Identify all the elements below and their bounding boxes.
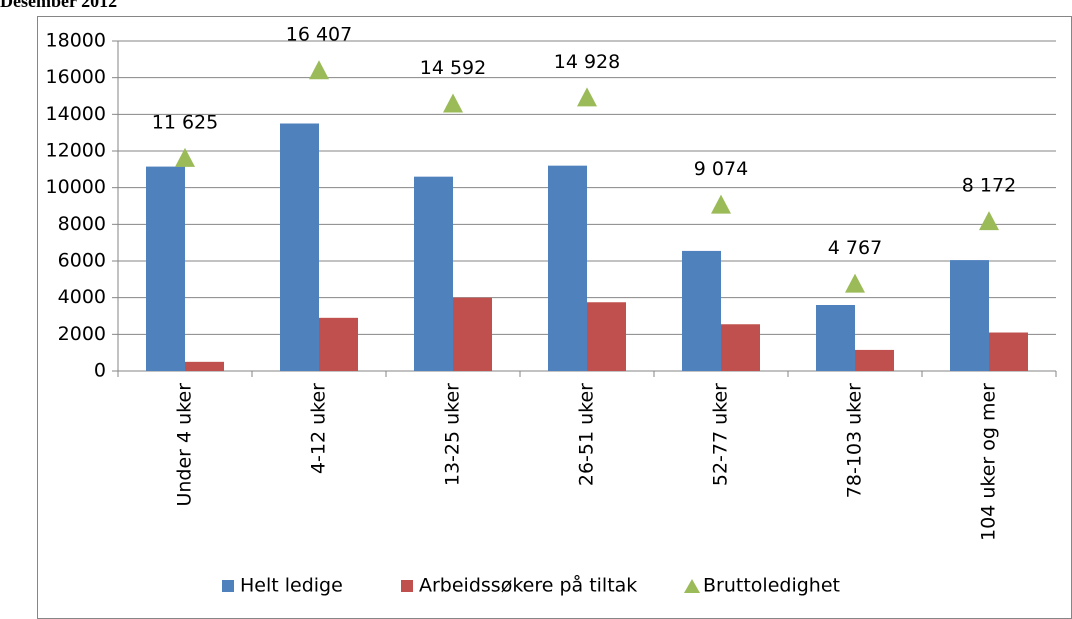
- marker: [309, 60, 329, 80]
- data-label: 16 407: [286, 24, 352, 46]
- legend-label: Helt ledige: [240, 575, 343, 597]
- x-tick-label: 4-12 uker: [308, 383, 330, 474]
- marker: [845, 273, 865, 293]
- bar: [989, 332, 1028, 371]
- bar: [950, 260, 989, 371]
- bar: [319, 317, 358, 371]
- y-tick-label: 10000: [46, 176, 106, 198]
- bar: [682, 250, 721, 371]
- data-label: 4 767: [828, 237, 882, 259]
- legend-swatch: [684, 579, 700, 593]
- y-tick-label: 8000: [58, 213, 106, 235]
- chart-title: Desember 2012: [0, 0, 117, 11]
- x-tick-label: 104 uker og mer: [978, 383, 1000, 541]
- legend-label: Arbeidssøkere på tiltak: [419, 574, 637, 597]
- y-tick-label: 18000: [46, 30, 106, 52]
- x-tick-label: 78-103 uker: [844, 383, 866, 498]
- y-tick-label: 4000: [58, 286, 106, 308]
- data-label: 14 928: [554, 51, 620, 73]
- data-label: 8 172: [962, 175, 1016, 197]
- x-tick-label: 13-25 uker: [442, 383, 464, 486]
- x-tick-label: 26-51 uker: [576, 383, 598, 486]
- y-tick-label: 14000: [46, 103, 106, 125]
- y-tick-label: 0: [94, 360, 106, 382]
- y-tick-label: 2000: [58, 323, 106, 345]
- bar: [146, 166, 185, 371]
- bar: [414, 176, 453, 371]
- marker: [711, 194, 731, 214]
- bar: [816, 305, 855, 371]
- legend-label: Bruttoledighet: [703, 575, 840, 597]
- bar: [548, 165, 587, 371]
- data-label: 11 625: [152, 111, 218, 133]
- legend-swatch: [401, 580, 413, 592]
- y-tick-label: 12000: [46, 140, 106, 162]
- x-tick-label: Under 4 uker: [174, 383, 196, 507]
- data-label: 14 592: [420, 57, 486, 79]
- bar: [453, 297, 492, 371]
- bar: [587, 302, 626, 371]
- x-tick-label: 52-77 uker: [710, 383, 732, 486]
- y-tick-label: 16000: [46, 66, 106, 88]
- bar: [855, 349, 894, 371]
- bar: [280, 123, 319, 371]
- marker: [175, 147, 195, 167]
- marker: [979, 211, 999, 231]
- bar: [721, 324, 760, 371]
- marker: [577, 87, 597, 107]
- y-tick-label: 6000: [58, 250, 106, 272]
- data-label: 9 074: [694, 158, 748, 180]
- marker: [443, 93, 463, 113]
- legend-swatch: [222, 580, 234, 592]
- bar: [185, 361, 224, 371]
